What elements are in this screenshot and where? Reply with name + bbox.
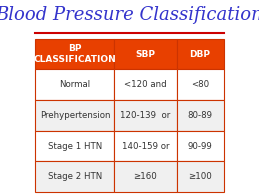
Text: 140-159 or: 140-159 or <box>122 142 169 151</box>
FancyBboxPatch shape <box>114 161 177 192</box>
FancyBboxPatch shape <box>177 131 224 161</box>
Text: <120 and: <120 and <box>124 80 167 89</box>
Text: Normal: Normal <box>59 80 90 89</box>
FancyBboxPatch shape <box>35 39 114 69</box>
Text: Stage 2 HTN: Stage 2 HTN <box>48 172 102 181</box>
Text: Blood Pressure Classification: Blood Pressure Classification <box>0 6 259 24</box>
Text: ≥160: ≥160 <box>134 172 157 181</box>
Text: ≥100: ≥100 <box>188 172 212 181</box>
FancyBboxPatch shape <box>35 69 114 100</box>
Text: Stage 1 HTN: Stage 1 HTN <box>48 142 102 151</box>
Text: 80-89: 80-89 <box>188 111 213 120</box>
FancyBboxPatch shape <box>177 161 224 192</box>
Text: BP
CLASSIFICATION: BP CLASSIFICATION <box>34 44 116 64</box>
FancyBboxPatch shape <box>177 69 224 100</box>
Text: <80: <80 <box>191 80 209 89</box>
FancyBboxPatch shape <box>35 131 114 161</box>
FancyBboxPatch shape <box>114 131 177 161</box>
FancyBboxPatch shape <box>177 100 224 131</box>
Text: DBP: DBP <box>190 50 211 59</box>
FancyBboxPatch shape <box>114 100 177 131</box>
FancyBboxPatch shape <box>35 161 114 192</box>
Text: Prehypertension: Prehypertension <box>40 111 110 120</box>
FancyBboxPatch shape <box>35 100 114 131</box>
Text: 120-139  or: 120-139 or <box>120 111 171 120</box>
Text: 90-99: 90-99 <box>188 142 212 151</box>
FancyBboxPatch shape <box>114 39 177 69</box>
FancyBboxPatch shape <box>177 39 224 69</box>
FancyBboxPatch shape <box>114 69 177 100</box>
Text: SBP: SBP <box>135 50 155 59</box>
